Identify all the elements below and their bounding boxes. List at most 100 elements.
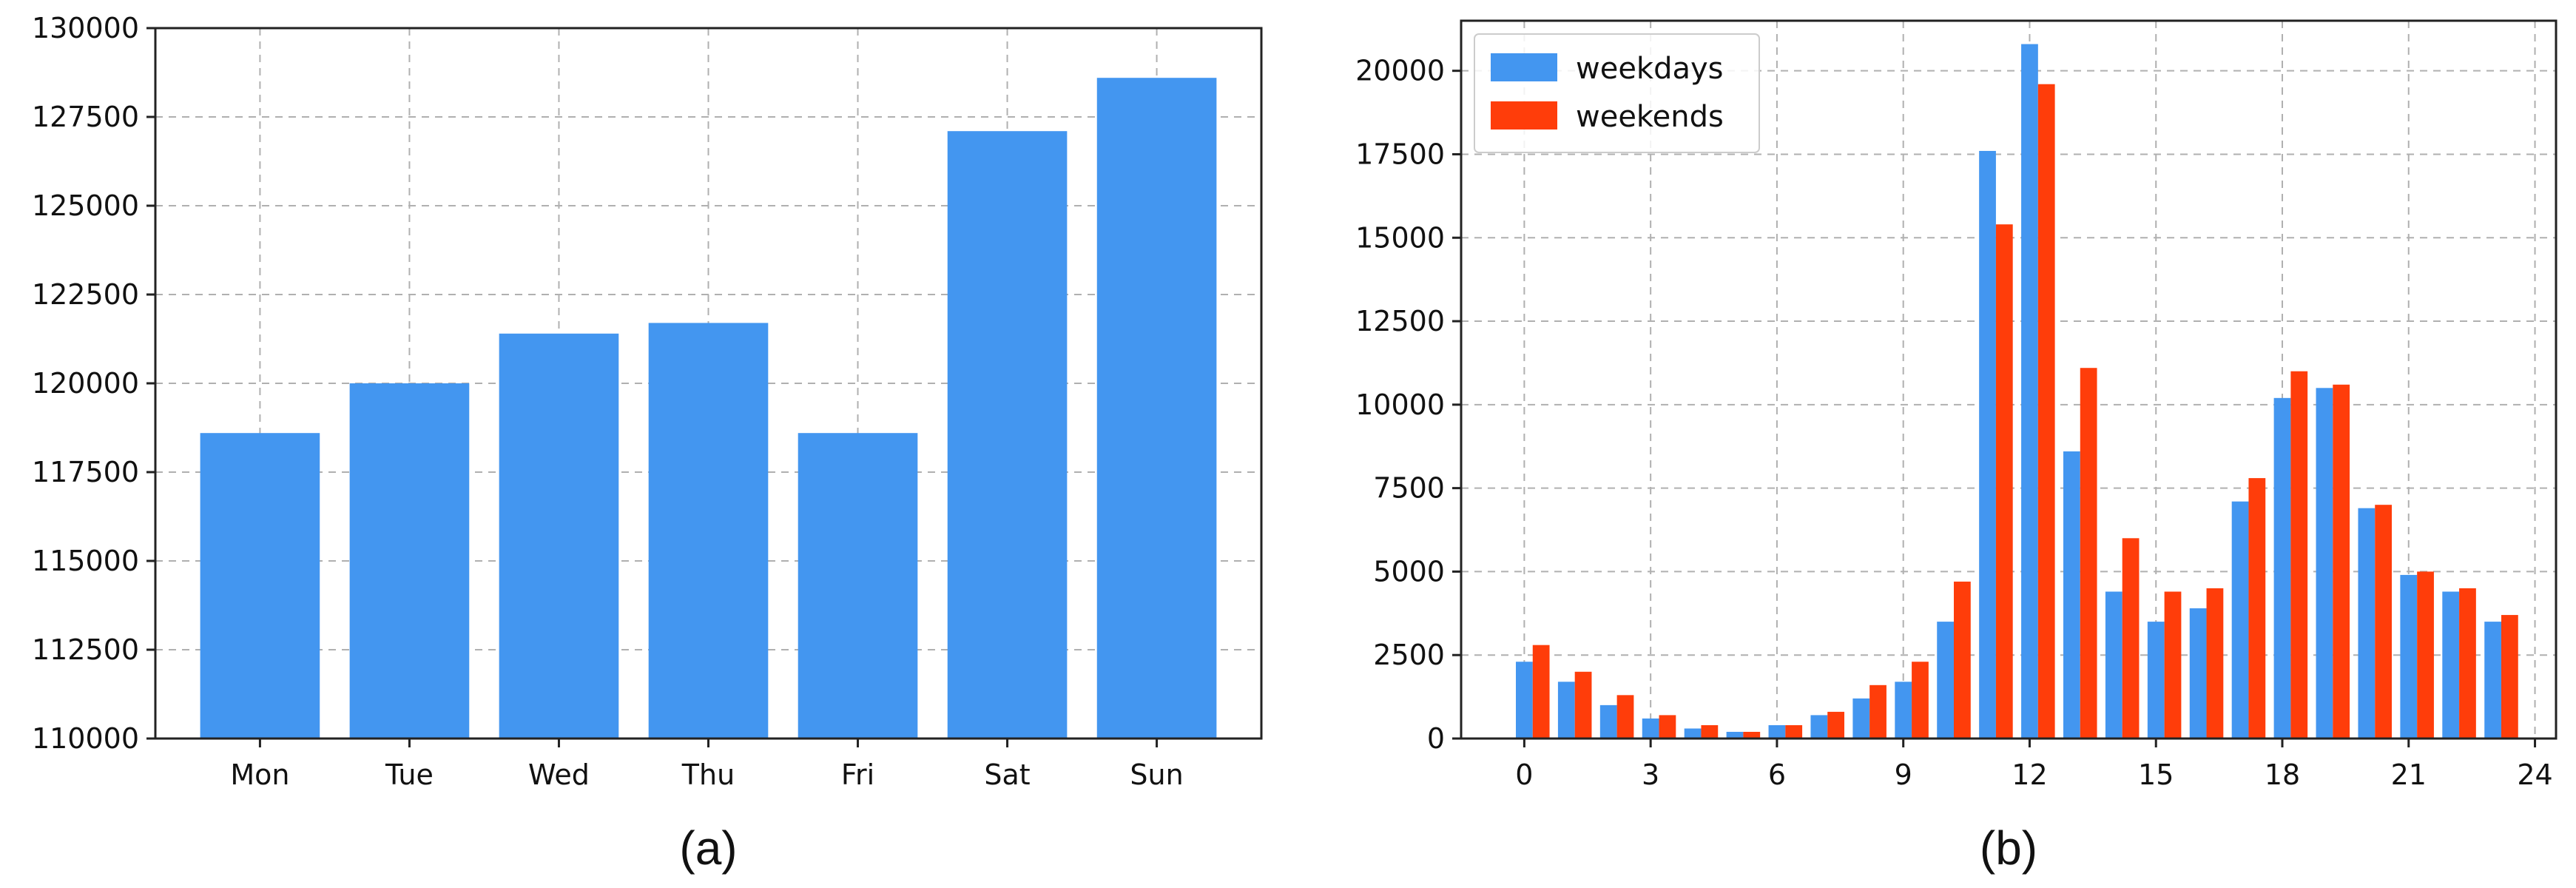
bar-weekends-9 bbox=[1912, 662, 1929, 739]
bar-weekends-12 bbox=[2037, 84, 2055, 739]
bar-weekends-13 bbox=[2080, 368, 2097, 739]
bar-weekdays-21 bbox=[2400, 574, 2418, 739]
x-tick-label: Tue bbox=[385, 758, 434, 791]
bar-weekends-14 bbox=[2122, 538, 2140, 739]
bar-weekdays-0 bbox=[1516, 662, 1533, 739]
chart-b-ticks: 0 2500 5000 7500 10000 12500 15000 17500 20000 0 3… bbox=[1355, 55, 2553, 791]
bar-weekdays-22 bbox=[2442, 591, 2460, 739]
y-tick-label: 127500 bbox=[32, 101, 139, 133]
x-tick-label: Wed bbox=[528, 758, 590, 791]
x-tick-label: 0 bbox=[1515, 758, 1533, 791]
bar-weekdays-23 bbox=[2484, 622, 2501, 739]
x-tick-label: 6 bbox=[1768, 758, 1786, 791]
chart-b: 0 2500 5000 7500 10000 12500 15000 17500 20000 0 3… bbox=[1355, 19, 2558, 875]
bar-weekends-11 bbox=[1995, 224, 2013, 739]
y-tick-label: 12500 bbox=[1355, 305, 1445, 337]
bar-weekends-20 bbox=[2375, 505, 2392, 739]
bar-weekends-0 bbox=[1532, 645, 1550, 739]
x-tick-label: Fri bbox=[841, 758, 874, 791]
bar-weekdays-7 bbox=[1810, 715, 1828, 739]
x-tick-label: Sun bbox=[1130, 758, 1183, 791]
bar-weekdays-8 bbox=[1852, 698, 1870, 739]
y-tick-label: 110000 bbox=[32, 722, 139, 755]
chart-b-bars bbox=[1516, 44, 2518, 739]
bar-weekends-2 bbox=[1616, 695, 1634, 739]
y-tick-label: 20000 bbox=[1355, 55, 1445, 87]
bar-weekends-6 bbox=[1785, 724, 1803, 739]
bar-weekends-8 bbox=[1869, 684, 1887, 739]
chart-a-bars bbox=[200, 78, 1217, 739]
bar-weekdays-6 bbox=[1768, 724, 1786, 739]
bar-mon bbox=[200, 433, 320, 739]
bar-weekdays-18 bbox=[2273, 397, 2291, 739]
bar-weekdays-2 bbox=[1599, 704, 1617, 739]
y-tick-label: 2500 bbox=[1373, 639, 1445, 671]
x-tick-label: 3 bbox=[1642, 758, 1659, 791]
bar-weekdays-4 bbox=[1684, 728, 1702, 739]
bar-weekends-18 bbox=[2290, 371, 2308, 739]
bar-weekends-3 bbox=[1659, 715, 1676, 739]
bar-tue bbox=[349, 383, 470, 739]
bar-weekdays-17 bbox=[2231, 501, 2249, 739]
bar-weekends-1 bbox=[1574, 671, 1592, 739]
x-tick-label: 21 bbox=[2391, 758, 2427, 791]
bar-weekends-23 bbox=[2501, 615, 2518, 739]
chart-b-frame bbox=[1460, 19, 2558, 740]
y-tick-label: 7500 bbox=[1373, 472, 1445, 505]
y-tick-label: 115000 bbox=[32, 545, 139, 577]
bar-weekends-4 bbox=[1701, 724, 1719, 739]
x-tick-label: 12 bbox=[2012, 758, 2047, 791]
chart-a-ticks: 110000 112500 115000 117500 120000 122500 1250… bbox=[32, 12, 1184, 791]
y-tick-label: 117500 bbox=[32, 456, 139, 488]
bar-weekdays-11 bbox=[1979, 150, 1996, 739]
bar-weekends-10 bbox=[1954, 581, 1971, 739]
chart-a-caption: (a) bbox=[679, 821, 737, 875]
bar-weekdays-9 bbox=[1895, 682, 1912, 739]
bar-weekdays-5 bbox=[1726, 731, 1744, 739]
bar-weekdays-14 bbox=[2105, 591, 2122, 739]
legend-label-weekdays: weekdays bbox=[1576, 52, 1724, 86]
bar-weekdays-13 bbox=[2063, 451, 2080, 739]
y-tick-label: 5000 bbox=[1373, 555, 1445, 588]
x-tick-label: Thu bbox=[681, 758, 735, 791]
bar-fri bbox=[798, 433, 918, 739]
chart-b-caption: (b) bbox=[1980, 821, 2037, 875]
legend-swatch-weekends bbox=[1491, 101, 1557, 130]
bar-weekdays-16 bbox=[2189, 608, 2207, 739]
bar-weekdays-10 bbox=[1937, 622, 1954, 739]
y-tick-label: 130000 bbox=[32, 12, 139, 44]
chart-b-legend: weekdays weekends bbox=[1474, 33, 1760, 153]
legend-swatch-weekdays bbox=[1491, 53, 1557, 81]
bar-weekdays-3 bbox=[1642, 718, 1659, 739]
y-tick-label: 112500 bbox=[32, 633, 139, 666]
y-tick-label: 0 bbox=[1427, 722, 1445, 755]
y-tick-label: 10000 bbox=[1355, 388, 1445, 421]
x-tick-label: Mon bbox=[230, 758, 289, 791]
bar-weekends-5 bbox=[1743, 731, 1761, 739]
bar-weekends-22 bbox=[2459, 588, 2476, 739]
x-tick-label: Sat bbox=[984, 758, 1030, 791]
bar-weekends-7 bbox=[1827, 711, 1844, 739]
chart-a: 110000 112500 115000 117500 120000 122500 1250… bbox=[32, 12, 1263, 875]
bar-weekdays-20 bbox=[2358, 508, 2376, 739]
y-tick-label: 125000 bbox=[32, 189, 139, 222]
bar-sun bbox=[1096, 78, 1217, 739]
x-tick-label: 24 bbox=[2517, 758, 2552, 791]
bar-thu bbox=[648, 323, 769, 739]
bar-weekends-17 bbox=[2248, 478, 2266, 739]
y-tick-label: 120000 bbox=[32, 367, 139, 400]
bar-weekends-16 bbox=[2206, 588, 2224, 739]
y-tick-label: 122500 bbox=[32, 278, 139, 311]
bar-weekends-19 bbox=[2333, 384, 2350, 739]
bar-weekdays-15 bbox=[2147, 622, 2165, 739]
bar-weekdays-12 bbox=[2021, 44, 2038, 739]
legend-label-weekends: weekends bbox=[1576, 100, 1724, 134]
bar-wed bbox=[499, 333, 619, 739]
bar-weekdays-19 bbox=[2316, 388, 2333, 739]
y-tick-label: 17500 bbox=[1355, 138, 1445, 170]
y-tick-label: 15000 bbox=[1355, 221, 1445, 254]
x-tick-label: 9 bbox=[1895, 758, 1912, 791]
bar-weekdays-1 bbox=[1557, 682, 1575, 739]
bar-weekends-21 bbox=[2417, 571, 2434, 739]
